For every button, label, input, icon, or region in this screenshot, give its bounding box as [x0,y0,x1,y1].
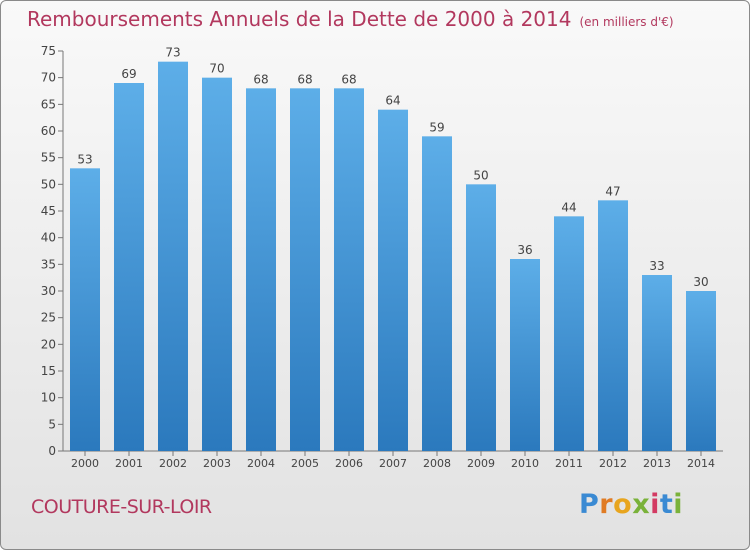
x-tick-label: 2012 [599,457,627,470]
bar-2001 [114,83,144,451]
bar-2004 [246,88,276,451]
bar-value-label: 68 [297,72,312,86]
x-tick-label: 2003 [203,457,231,470]
bar-value-label: 30 [693,275,708,289]
x-tick-label: 2005 [291,457,319,470]
y-tick-label: 10 [41,391,56,405]
bar-2000 [70,168,100,452]
bar-value-label: 53 [77,152,92,166]
y-tick-label: 70 [41,71,56,85]
y-tick-label: 45 [41,204,56,218]
x-tick-label: 2007 [379,457,407,470]
x-tick-label: 2013 [643,457,671,470]
x-tick-label: 2006 [335,457,363,470]
bar-2014 [686,291,716,451]
y-tick-label: 30 [41,284,56,298]
bar-2012 [598,200,628,451]
y-axis: 0 5 10 15 20 25 30 35 40 45 50 55 60 65 70 75 [41,44,64,458]
y-tick-label: 15 [41,364,56,378]
chart-title: Remboursements Annuels de la Dette de 20… [27,7,674,31]
x-tick-label: 2010 [511,457,539,470]
bars: 53 69 73 70 68 68 68 64 59 50 36 44 47 33 30 [70,46,716,452]
proxiti-logo: Proxiti [579,489,684,520]
commune-name: COUTURE-SUR-LOIR [31,496,212,518]
x-tick-label: 2009 [467,457,495,470]
bar-2011 [554,216,584,451]
bar-value-label: 59 [429,120,444,134]
y-tick-label: 35 [41,257,56,271]
bar-value-label: 70 [209,62,224,76]
x-tick-label: 2014 [687,457,715,470]
bar-value-label: 36 [517,243,532,257]
bar-value-label: 68 [341,72,356,86]
bar-value-label: 64 [385,94,400,108]
bar-2008 [422,136,452,452]
bar-2010 [510,259,540,451]
chart-title-text: Remboursements Annuels de la Dette de 20… [27,7,572,31]
x-tick-label: 2008 [423,457,451,470]
y-tick-label: 5 [48,417,56,431]
y-tick-label: 65 [41,97,56,111]
y-tick-label: 40 [41,231,56,245]
bar-value-label: 33 [649,259,664,273]
y-tick-label: 25 [41,311,56,325]
y-tick-label: 20 [41,337,56,351]
x-tick-label: 2001 [115,457,143,470]
x-tick-label: 2000 [71,457,99,470]
bar-value-label: 69 [121,67,136,81]
bar-2013 [642,275,672,451]
bar-2003 [202,77,232,452]
y-tick-label: 50 [41,177,56,191]
bar-2009 [466,184,496,452]
x-tick-label: 2011 [555,457,583,470]
bar-value-label: 47 [605,184,620,198]
bar-2006 [334,88,364,451]
chart-unit: (en milliers d'€) [579,15,674,29]
bar-value-label: 73 [165,46,180,60]
bar-value-label: 50 [473,168,488,182]
bar-2002 [158,61,188,452]
x-tick-label: 2002 [159,457,187,470]
y-tick-label: 55 [41,151,56,165]
x-axis: 2000 2001 2002 2003 2004 2005 2006 2007 2008 2009… [63,450,723,470]
bar-value-label: 44 [561,200,576,214]
y-tick-label: 60 [41,124,56,138]
bar-2005 [290,88,320,451]
y-tick-label: 75 [41,44,56,58]
bar-2007 [378,109,408,452]
bar-value-label: 68 [253,72,268,86]
x-tick-label: 2004 [247,457,275,470]
y-tick-label: 0 [48,444,56,458]
